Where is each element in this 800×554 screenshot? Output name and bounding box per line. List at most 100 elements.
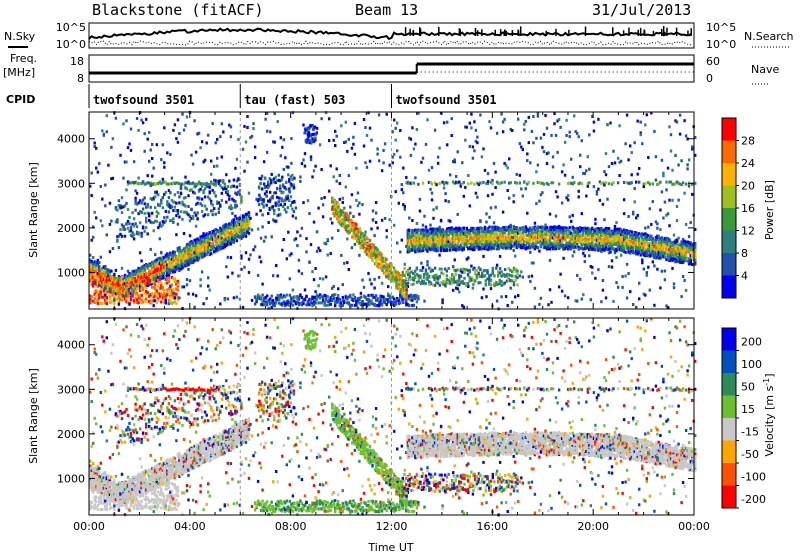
- heatmap-cell: [409, 240, 413, 243]
- heatmap-cell: [438, 227, 441, 231]
- heatmap-cell: [200, 249, 204, 253]
- heatmap-cell: [123, 297, 127, 301]
- power-heatmap: [89, 110, 697, 311]
- heatmap-cell: [163, 268, 166, 272]
- heatmap-cell: [117, 302, 121, 306]
- heatmap-cell: [518, 173, 521, 177]
- heatmap-cell: [190, 207, 193, 211]
- heatmap-cell: [113, 291, 116, 294]
- heatmap-cell: [483, 168, 487, 172]
- heatmap-cell: [211, 182, 214, 186]
- heatmap-cell: [160, 198, 163, 202]
- heatmap-cell: [402, 166, 405, 170]
- heatmap-cell: [125, 160, 128, 164]
- heatmap-cell: [178, 182, 181, 185]
- heatmap-cell: [216, 247, 219, 251]
- heatmap-cell: [489, 206, 493, 210]
- heatmap-cell: [243, 265, 246, 269]
- heatmap-cell: [536, 163, 540, 167]
- heatmap-cell: [179, 255, 183, 259]
- heatmap-cell: [203, 249, 207, 253]
- heatmap-cell: [166, 266, 169, 270]
- heatmap-cell: [359, 295, 363, 299]
- heatmap-cell: [324, 294, 328, 298]
- heatmap-cell: [173, 123, 177, 127]
- heatmap-cell: [459, 229, 462, 233]
- heatmap-cell: [193, 244, 196, 248]
- heatmap-cell: [161, 286, 164, 290]
- heatmap-cell: [241, 231, 245, 235]
- heatmap-cell: [361, 203, 364, 207]
- heatmap-cell: [194, 203, 198, 206]
- nave-tick-high: 60: [706, 55, 720, 68]
- heatmap-cell: [214, 228, 217, 231]
- heatmap-cell: [311, 175, 314, 179]
- heatmap-cell: [480, 155, 484, 159]
- heatmap-cell: [509, 223, 512, 227]
- heatmap-cell: [424, 142, 428, 146]
- heatmap-cell: [95, 282, 98, 286]
- heatmap-cell: [476, 135, 479, 139]
- heatmap-cell: [287, 301, 290, 304]
- heatmap-cell: [138, 221, 142, 225]
- heatmap-cell: [535, 170, 538, 174]
- heatmap-cell: [120, 283, 124, 287]
- heatmap-cell: [225, 230, 228, 234]
- heatmap-cell: [152, 295, 155, 299]
- heatmap-cell: [406, 303, 409, 307]
- heatmap-cell: [377, 159, 381, 163]
- heatmap-cell: [116, 218, 119, 222]
- heatmap-cell: [338, 182, 341, 185]
- heatmap-cell: [151, 174, 154, 178]
- heatmap-cell: [175, 263, 178, 267]
- heatmap-cell: [151, 183, 154, 186]
- heatmap-cell: [300, 162, 304, 166]
- heatmap-cell: [427, 231, 431, 235]
- heatmap-cell: [302, 302, 305, 306]
- heatmap-cell: [120, 276, 124, 279]
- heatmap-cell: [140, 287, 143, 291]
- heatmap-cell: [285, 165, 288, 169]
- heatmap-cell: [202, 235, 205, 239]
- heatmap-cell: [424, 240, 428, 244]
- heatmap-cell: [253, 302, 257, 306]
- heatmap-cell: [518, 142, 521, 146]
- heatmap-cell: [229, 256, 233, 260]
- heatmap-cell: [123, 282, 127, 286]
- heatmap-cell: [211, 188, 214, 192]
- heatmap-cell: [441, 242, 444, 246]
- heatmap-cell: [213, 236, 216, 240]
- heatmap-cell: [234, 203, 237, 207]
- heatmap-cell: [393, 223, 396, 227]
- heatmap-cell: [503, 117, 506, 121]
- heatmap-cell: [132, 181, 136, 185]
- heatmap-cell: [155, 296, 158, 300]
- heatmap-cell: [380, 218, 384, 222]
- heatmap-cell: [382, 297, 385, 301]
- heatmap-cell: [273, 302, 276, 306]
- heatmap-cell: [232, 236, 236, 240]
- heatmap-cell: [476, 141, 479, 145]
- heatmap-cell: [102, 289, 105, 293]
- heatmap-cell: [426, 249, 429, 253]
- heatmap-cell: [104, 270, 107, 274]
- heatmap-cell: [240, 221, 243, 225]
- heatmap-cell: [441, 238, 444, 241]
- heatmap-cell: [148, 272, 151, 276]
- heatmap-cell: [394, 126, 397, 130]
- heatmap-cell: [188, 251, 192, 255]
- heatmap-cell: [193, 246, 196, 250]
- heatmap-cell: [452, 288, 455, 292]
- heatmap-cell: [166, 293, 169, 296]
- heatmap-cell: [368, 278, 372, 282]
- heatmap-cell: [415, 239, 419, 243]
- heatmap-cell: [151, 266, 154, 270]
- heatmap-cell: [164, 259, 167, 263]
- heatmap-cell: [207, 237, 210, 241]
- heatmap-cell: [455, 235, 458, 239]
- heatmap-cell: [435, 238, 438, 242]
- heatmap-cell: [101, 272, 104, 276]
- heatmap-cell: [385, 229, 388, 233]
- heatmap-cell: [167, 258, 171, 262]
- heatmap-cell: [199, 235, 202, 239]
